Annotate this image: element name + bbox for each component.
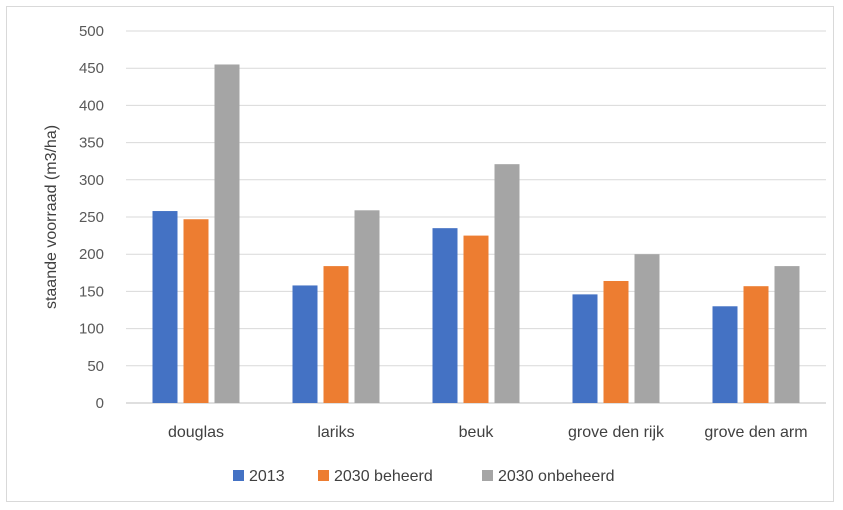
bars xyxy=(152,64,800,403)
bar xyxy=(432,228,458,403)
legend-label: 2030 beheerd xyxy=(334,468,433,485)
y-tick-label: 0 xyxy=(96,395,104,412)
x-category-label: douglas xyxy=(168,424,224,441)
x-category-label: beuk xyxy=(459,424,495,441)
y-tick-label: 400 xyxy=(79,97,104,114)
y-tick-label: 100 xyxy=(79,321,104,338)
bar xyxy=(494,164,520,403)
x-category-label: grove den arm xyxy=(704,424,807,441)
y-tick-label: 450 xyxy=(79,60,104,77)
legend: 2013 2030 beheerd 2030 onbeheerd xyxy=(233,468,615,485)
y-tick-label: 300 xyxy=(79,172,104,189)
x-category-label: grove den rijk xyxy=(568,424,665,441)
y-tick-label: 350 xyxy=(79,135,104,152)
bar xyxy=(354,210,380,403)
bar xyxy=(743,286,769,403)
y-tick-label: 500 xyxy=(79,23,104,40)
x-category-label: lariks xyxy=(317,424,354,441)
y-axis-ticks: 0 50 100 150 200 250 300 350 400 450 500 xyxy=(79,23,104,412)
y-tick-label: 150 xyxy=(79,283,104,300)
legend-swatch xyxy=(318,470,329,481)
bar xyxy=(214,64,240,403)
y-tick-label: 250 xyxy=(79,209,104,226)
bar xyxy=(152,211,178,403)
legend-swatch xyxy=(233,470,244,481)
bar xyxy=(183,219,209,403)
bar xyxy=(774,266,800,403)
bar xyxy=(603,280,629,403)
bar xyxy=(712,306,738,403)
bar xyxy=(572,294,598,403)
bar xyxy=(323,266,349,403)
bar xyxy=(634,254,660,403)
gridlines xyxy=(126,30,826,404)
y-tick-label: 50 xyxy=(87,358,104,375)
legend-swatch xyxy=(482,470,493,481)
y-tick-label: 200 xyxy=(79,246,104,263)
bar xyxy=(463,235,489,403)
x-axis-categories: douglas lariks beuk grove den rijk grove den… xyxy=(168,424,808,441)
legend-label: 2013 xyxy=(249,468,285,485)
y-axis-label: staande voorraad (m3/ha) xyxy=(43,125,60,309)
legend-label: 2030 onbeheerd xyxy=(498,468,615,485)
bar xyxy=(292,285,318,403)
